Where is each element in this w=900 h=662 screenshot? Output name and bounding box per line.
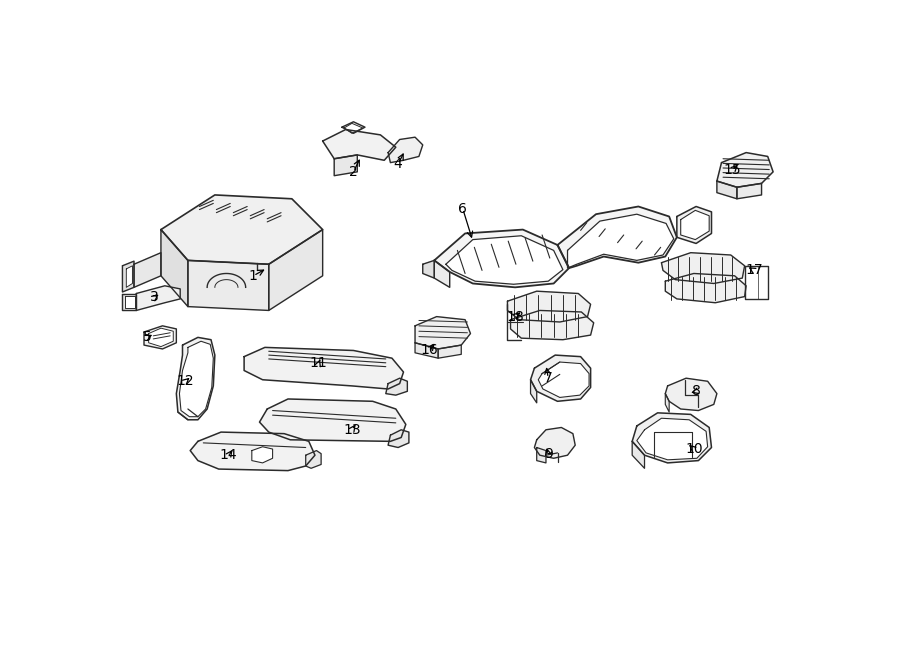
- Text: 12: 12: [176, 374, 194, 389]
- Polygon shape: [386, 378, 408, 395]
- Polygon shape: [188, 260, 269, 310]
- Polygon shape: [717, 181, 737, 199]
- Text: 7: 7: [544, 371, 553, 385]
- Text: 1: 1: [249, 269, 257, 283]
- Text: 14: 14: [220, 448, 238, 462]
- Polygon shape: [568, 214, 674, 268]
- Polygon shape: [435, 260, 450, 287]
- Polygon shape: [665, 378, 717, 410]
- Polygon shape: [665, 394, 669, 412]
- Text: 5: 5: [143, 330, 151, 344]
- Polygon shape: [269, 230, 322, 310]
- Text: 17: 17: [745, 263, 762, 277]
- Polygon shape: [530, 355, 590, 401]
- Text: 3: 3: [150, 291, 159, 305]
- Polygon shape: [744, 265, 768, 299]
- Polygon shape: [632, 442, 644, 468]
- Polygon shape: [244, 348, 403, 389]
- Polygon shape: [632, 413, 712, 463]
- Polygon shape: [388, 430, 409, 448]
- Polygon shape: [737, 183, 761, 199]
- Text: 13: 13: [343, 423, 361, 437]
- Polygon shape: [342, 122, 365, 133]
- Text: 10: 10: [685, 442, 703, 456]
- Polygon shape: [190, 432, 315, 471]
- Polygon shape: [176, 338, 215, 420]
- Polygon shape: [161, 230, 188, 307]
- Polygon shape: [259, 399, 406, 442]
- Polygon shape: [136, 286, 180, 310]
- Polygon shape: [252, 447, 273, 463]
- Text: 9: 9: [544, 448, 553, 461]
- Text: 16: 16: [420, 344, 437, 357]
- Text: 2: 2: [349, 165, 358, 179]
- Polygon shape: [557, 207, 677, 268]
- Polygon shape: [446, 236, 562, 284]
- Polygon shape: [134, 253, 161, 287]
- Polygon shape: [680, 211, 709, 240]
- Text: 11: 11: [310, 355, 328, 370]
- Polygon shape: [122, 261, 134, 292]
- Polygon shape: [161, 195, 322, 264]
- Polygon shape: [125, 296, 135, 308]
- Polygon shape: [665, 273, 746, 303]
- Polygon shape: [510, 310, 594, 340]
- Polygon shape: [148, 328, 174, 347]
- Polygon shape: [538, 362, 590, 397]
- Text: 4: 4: [393, 157, 402, 171]
- Polygon shape: [388, 137, 423, 163]
- Polygon shape: [122, 293, 136, 310]
- Polygon shape: [508, 291, 590, 322]
- Polygon shape: [530, 380, 536, 403]
- Polygon shape: [423, 260, 435, 278]
- Text: 8: 8: [692, 384, 700, 399]
- Polygon shape: [126, 265, 132, 287]
- Polygon shape: [415, 316, 471, 349]
- Polygon shape: [677, 207, 712, 244]
- Polygon shape: [717, 152, 773, 187]
- Polygon shape: [438, 345, 461, 358]
- Text: 6: 6: [458, 202, 467, 216]
- Polygon shape: [662, 253, 744, 283]
- Polygon shape: [415, 343, 438, 358]
- Polygon shape: [435, 230, 569, 287]
- Text: 15: 15: [724, 164, 741, 177]
- Polygon shape: [536, 448, 546, 463]
- Text: 18: 18: [507, 310, 524, 324]
- Polygon shape: [322, 130, 396, 160]
- Polygon shape: [179, 341, 213, 416]
- Polygon shape: [144, 326, 176, 349]
- Polygon shape: [535, 428, 575, 458]
- Polygon shape: [334, 155, 357, 175]
- Polygon shape: [306, 451, 321, 468]
- Polygon shape: [344, 123, 363, 133]
- Polygon shape: [637, 418, 707, 460]
